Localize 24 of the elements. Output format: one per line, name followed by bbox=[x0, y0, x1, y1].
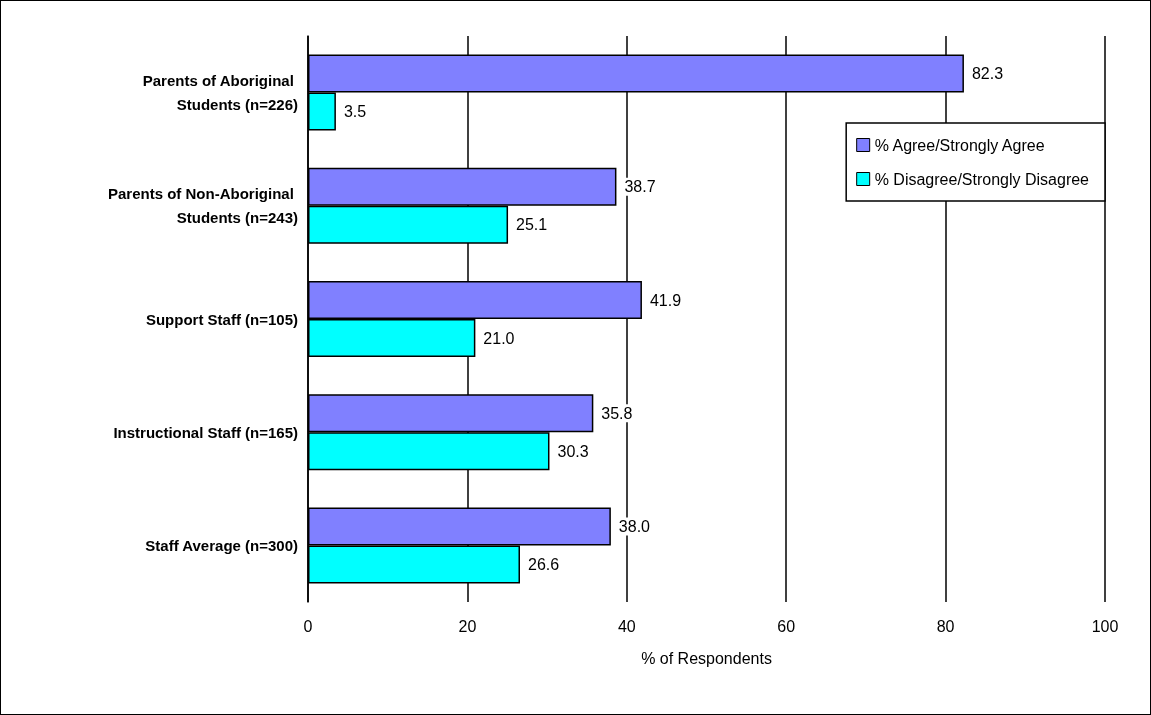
x-axis-title: % of Respondents bbox=[641, 649, 772, 667]
data-label: 30.3 bbox=[557, 442, 589, 460]
legend-label: % Agree/Strongly Agree bbox=[874, 136, 1045, 154]
x-tick-label: 100 bbox=[1091, 617, 1119, 635]
x-tick-label: 20 bbox=[458, 617, 477, 635]
data-label: 82.3 bbox=[971, 65, 1004, 83]
data-label: 38.7 bbox=[624, 178, 656, 196]
y-tick-label: Staff Average (n=300) bbox=[145, 536, 298, 554]
y-tick-label: Instructional Staff (n=165) bbox=[113, 423, 298, 441]
x-tick-label: 60 bbox=[777, 617, 796, 635]
x-tick-label: 40 bbox=[617, 617, 636, 635]
legend-label: % Disagree/Strongly Disagree bbox=[874, 170, 1090, 188]
data-label: 38.0 bbox=[618, 517, 651, 535]
data-label: 41.9 bbox=[649, 291, 682, 309]
x-tick-label: 80 bbox=[936, 617, 955, 635]
y-tick-label: Support Staff (n=105) bbox=[145, 310, 298, 328]
data-label: 25.1 bbox=[516, 216, 548, 234]
y-tick-label: Parents of Aboriginal Students (n=226) bbox=[142, 72, 298, 114]
y-tick-label: Parents of Non-Aboriginal Students (n=243) bbox=[107, 185, 298, 227]
data-label: 21.0 bbox=[483, 329, 515, 347]
data-label: 3.5 bbox=[343, 103, 367, 121]
x-tick-label: 0 bbox=[303, 617, 313, 635]
data-label: 35.8 bbox=[601, 404, 633, 422]
data-label: 26.6 bbox=[528, 555, 560, 573]
